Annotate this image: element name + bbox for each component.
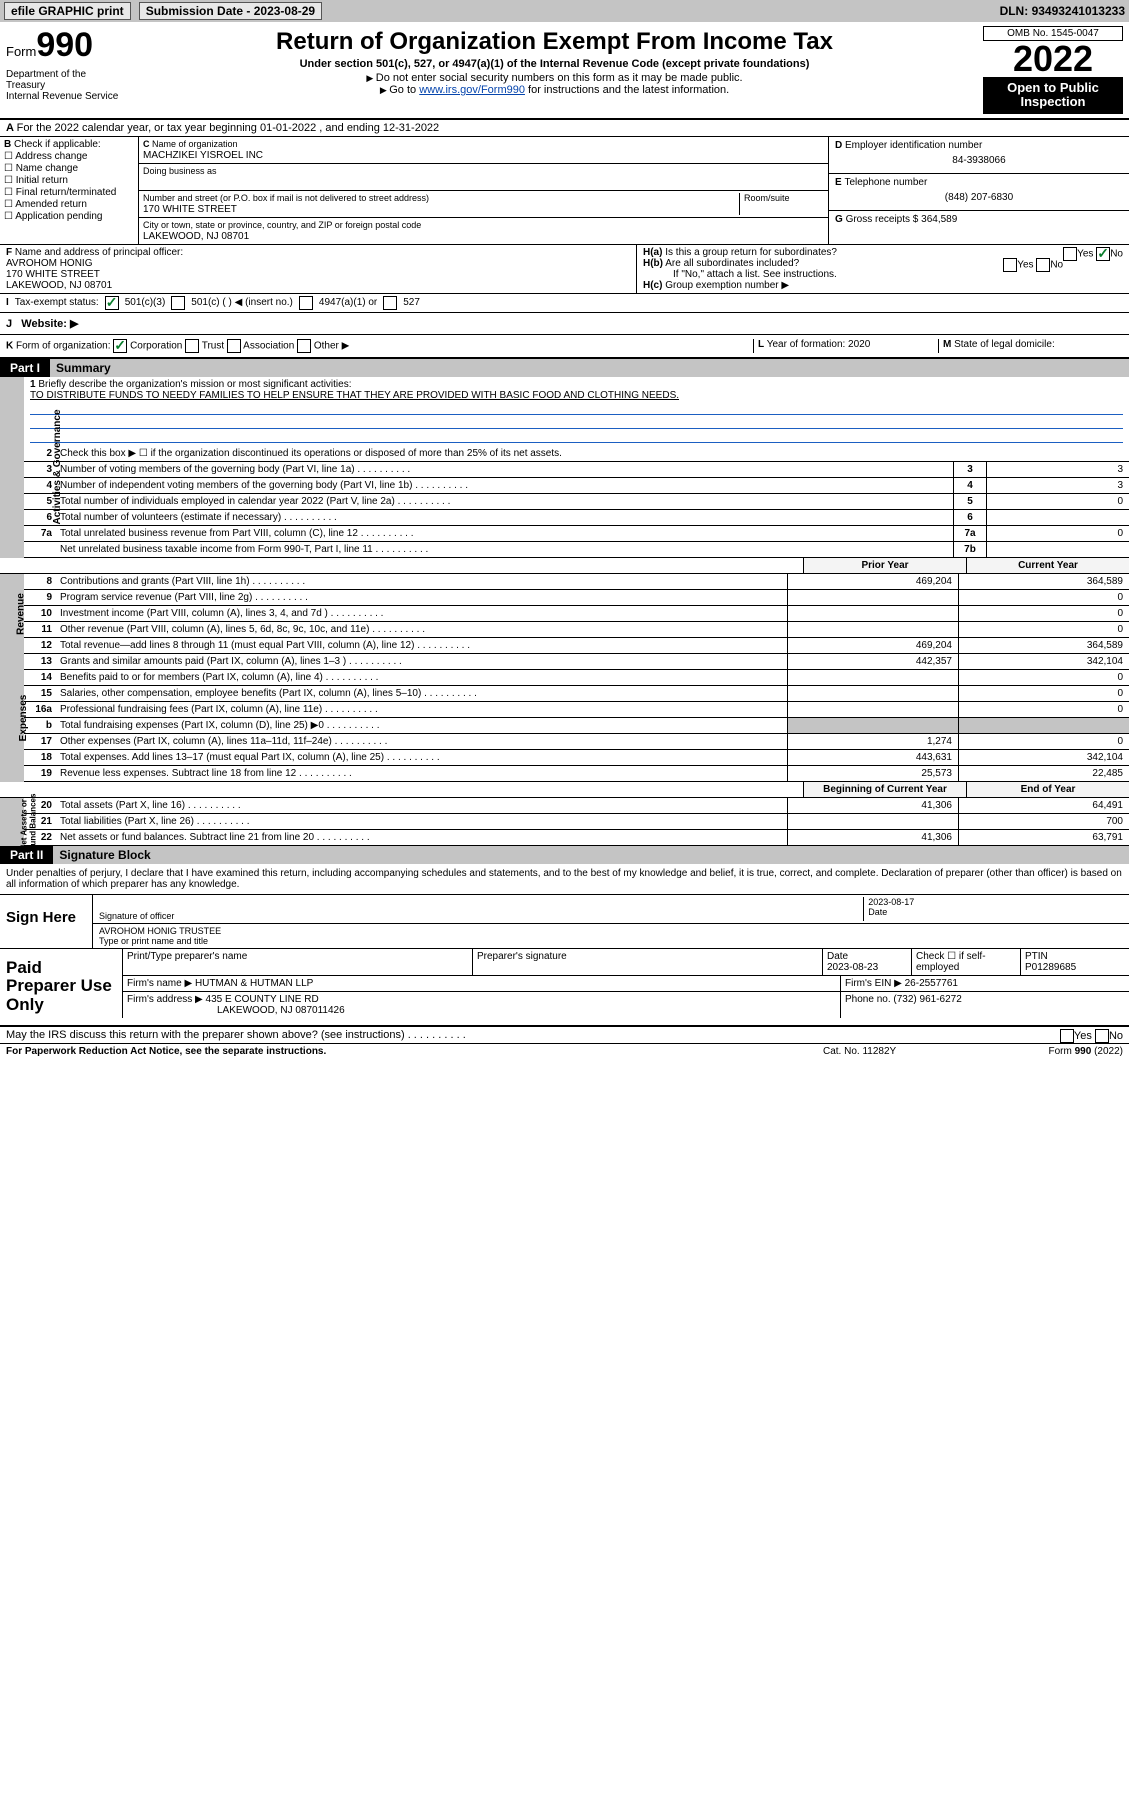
dln: DLN: 93493241013233	[1000, 4, 1125, 18]
hb-no[interactable]	[1036, 258, 1050, 272]
k-assoc[interactable]	[227, 339, 241, 353]
hb-yes[interactable]	[1003, 258, 1017, 272]
k-corp[interactable]	[113, 339, 127, 353]
na-header: Beginning of Current Year End of Year	[0, 782, 1129, 798]
row-a: A For the 2022 calendar year, or tax yea…	[0, 120, 1129, 137]
org-city: LAKEWOOD, NJ 08701	[143, 231, 249, 242]
i-501c[interactable]	[171, 296, 185, 310]
org-name: MACHZIKEI YISROEL INC	[143, 150, 263, 161]
section-governance: Activities & Governance 1 Briefly descri…	[0, 377, 1129, 558]
tax-year: 2022	[983, 41, 1123, 77]
paid-preparer: Paid Preparer Use Only Print/Type prepar…	[0, 949, 1129, 1027]
cb-addr-change[interactable]: ☐ Address change	[4, 151, 134, 162]
gross-receipts: 364,589	[921, 214, 957, 225]
col-b: B Check if applicable: ☐ Address change …	[0, 137, 139, 244]
form-header: Form990 Department of the Treasury Inter…	[0, 22, 1129, 120]
ein: 84-3938066	[835, 151, 1123, 170]
py-cy-header: Prior Year Current Year	[0, 558, 1129, 574]
header-bar: efile GRAPHIC print Submission Date - 20…	[0, 0, 1129, 22]
cb-initial[interactable]: ☐ Initial return	[4, 175, 134, 186]
section-revenue: Revenue8Contributions and grants (Part V…	[0, 574, 1129, 654]
col-c: C Name of organizationMACHZIKEI YISROEL …	[139, 137, 828, 244]
k-trust[interactable]	[185, 339, 199, 353]
return-title: Return of Organization Exempt From Incom…	[130, 28, 979, 56]
subtitle-3: Go to www.irs.gov/Form990 for instructio…	[130, 84, 979, 96]
dept: Department of the Treasury Internal Reve…	[6, 69, 126, 102]
i-4947[interactable]	[299, 296, 313, 310]
org-addr: 170 WHITE STREET	[143, 204, 237, 215]
subtitle-2: Do not enter social security numbers on …	[130, 72, 979, 84]
section-net-assets: Net Assets or Fund Balances20Total asset…	[0, 798, 1129, 846]
part2-header: Part II Signature Block	[0, 846, 1129, 864]
ha-no[interactable]	[1096, 247, 1110, 261]
subtitle-1: Under section 501(c), 527, or 4947(a)(1)…	[130, 58, 979, 70]
submission-button[interactable]: Submission Date - 2023-08-29	[139, 2, 322, 20]
form-number: Form990	[6, 26, 126, 65]
declaration: Under penalties of perjury, I declare th…	[0, 864, 1129, 895]
open-to-public: Open to Public Inspection	[983, 77, 1123, 114]
row-k: K Form of organization: Corporation Trus…	[0, 335, 1129, 359]
discuss-row: May the IRS discuss this return with the…	[0, 1027, 1129, 1044]
phone: (848) 207-6830	[835, 188, 1123, 207]
i-501c3[interactable]	[105, 296, 119, 310]
cb-amended[interactable]: ☐ Amended return	[4, 199, 134, 210]
discuss-no[interactable]	[1095, 1029, 1109, 1043]
sign-date: 2023-08-17	[868, 897, 914, 907]
row-j: J Website: ▶	[0, 313, 1129, 335]
officer-name-title: AVROHOM HONIG TRUSTEE	[99, 926, 221, 936]
part1-header: Part I Summary	[0, 359, 1129, 377]
row-i: ITax-exempt status: 501(c)(3) 501(c) ( )…	[0, 294, 1129, 313]
section-b-thru-g: B Check if applicable: ☐ Address change …	[0, 137, 1129, 245]
efile-button[interactable]: efile GRAPHIC print	[4, 2, 131, 20]
cb-pending[interactable]: ☐ Application pending	[4, 211, 134, 222]
sign-here: Sign Here Signature of officer 2023-08-1…	[0, 895, 1129, 949]
cb-name-change[interactable]: ☐ Name change	[4, 163, 134, 174]
row-f-h: F Name and address of principal officer:…	[0, 245, 1129, 294]
ha-yes[interactable]	[1063, 247, 1077, 261]
section-expenses: Expenses13Grants and similar amounts pai…	[0, 654, 1129, 782]
col-de: D Employer identification number84-39380…	[828, 137, 1129, 244]
cb-final[interactable]: ☐ Final return/terminated	[4, 187, 134, 198]
officer-name: AVROHOM HONIG	[6, 258, 92, 269]
discuss-yes[interactable]	[1060, 1029, 1074, 1043]
irs-link[interactable]: www.irs.gov/Form990	[419, 84, 525, 96]
footer: For Paperwork Reduction Act Notice, see …	[0, 1044, 1129, 1059]
i-527[interactable]	[383, 296, 397, 310]
mission-text: TO DISTRIBUTE FUNDS TO NEEDY FAMILIES TO…	[30, 390, 679, 401]
k-other[interactable]	[297, 339, 311, 353]
